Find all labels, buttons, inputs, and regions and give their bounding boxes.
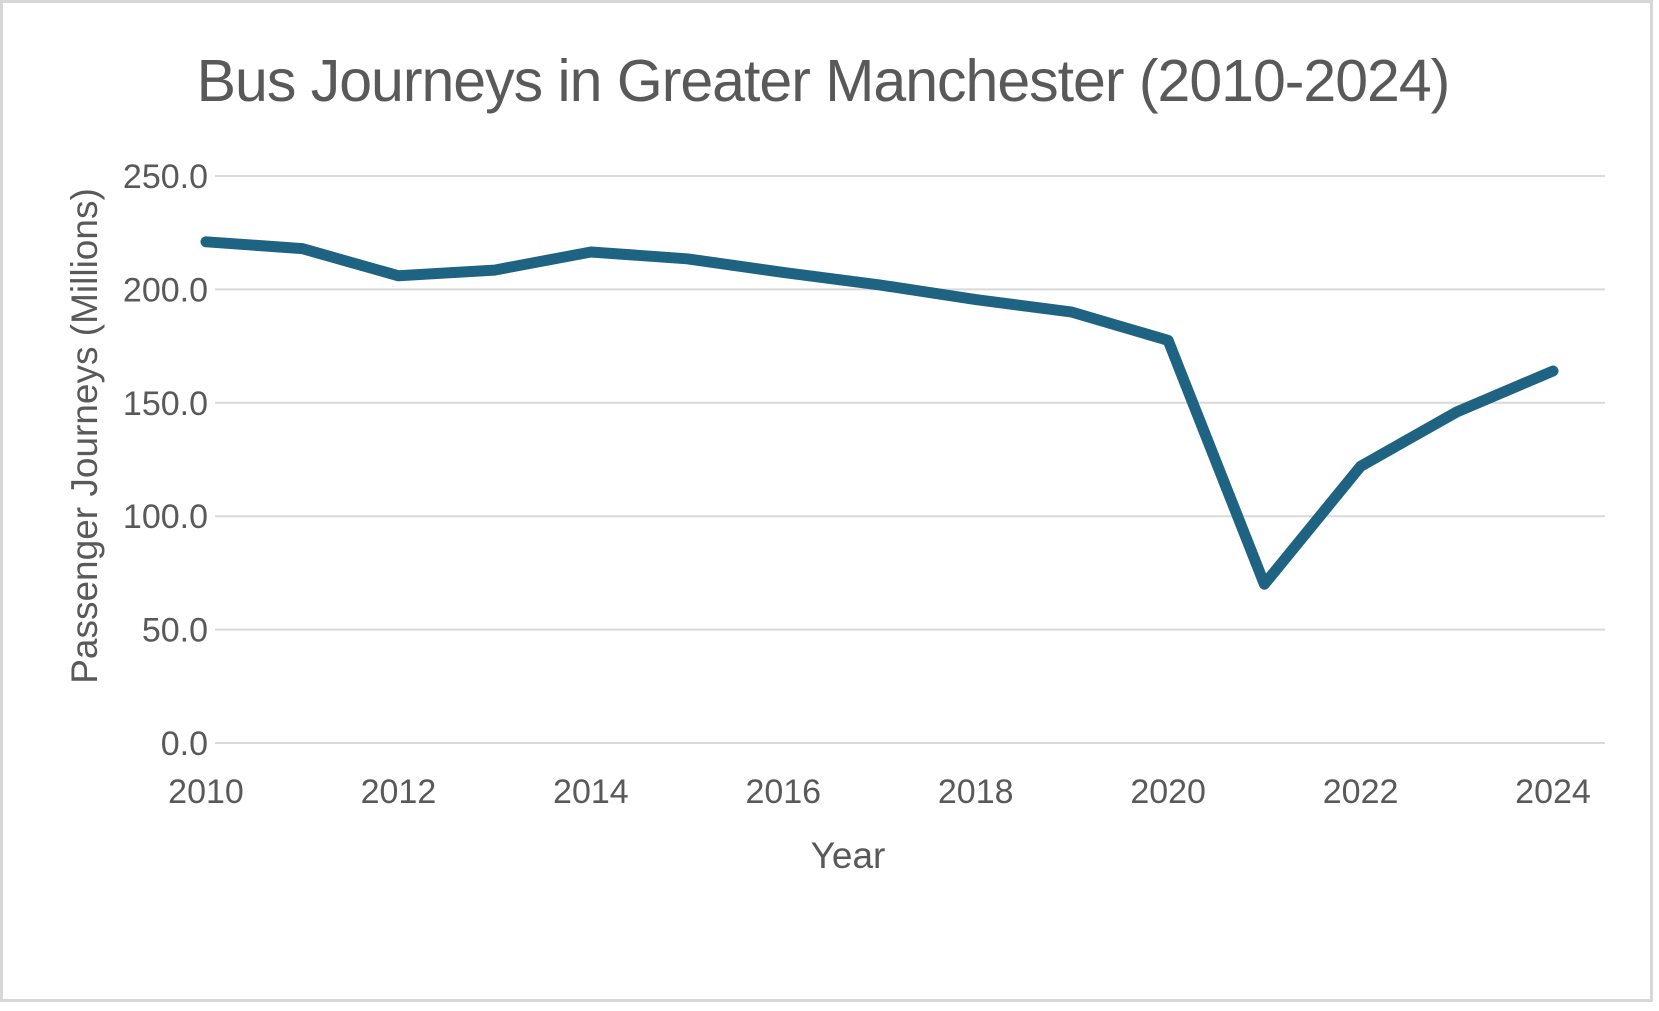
y-tick-label: 250.0 [123,158,208,196]
plot-area: 0.0 50.0 100.0 150.0 200.0 250.0 2010 2012 2014 2… [123,158,1605,811]
y-tick-label: 50.0 [142,612,208,650]
x-tick-label: 2020 [1130,773,1206,811]
chart-title: Bus Journeys in Greater Manchester (2010… [196,48,1451,114]
y-tick-label: 0.0 [161,725,208,763]
data-line-passenger-journeys [200,236,1559,590]
x-tick-label: 2014 [553,773,629,811]
x-axis-title: Year [810,835,886,876]
x-tick-label: 2022 [1323,773,1399,811]
x-tick-label: 2018 [938,773,1014,811]
x-tick-label: 2024 [1515,773,1591,811]
y-tick-label: 150.0 [123,385,208,423]
x-tick-label: 2010 [168,773,244,811]
y-tick-label: 200.0 [123,271,208,309]
y-tick-label: 100.0 [123,498,208,536]
x-tick-label: 2012 [361,773,437,811]
x-tick-label: 2016 [745,773,821,811]
